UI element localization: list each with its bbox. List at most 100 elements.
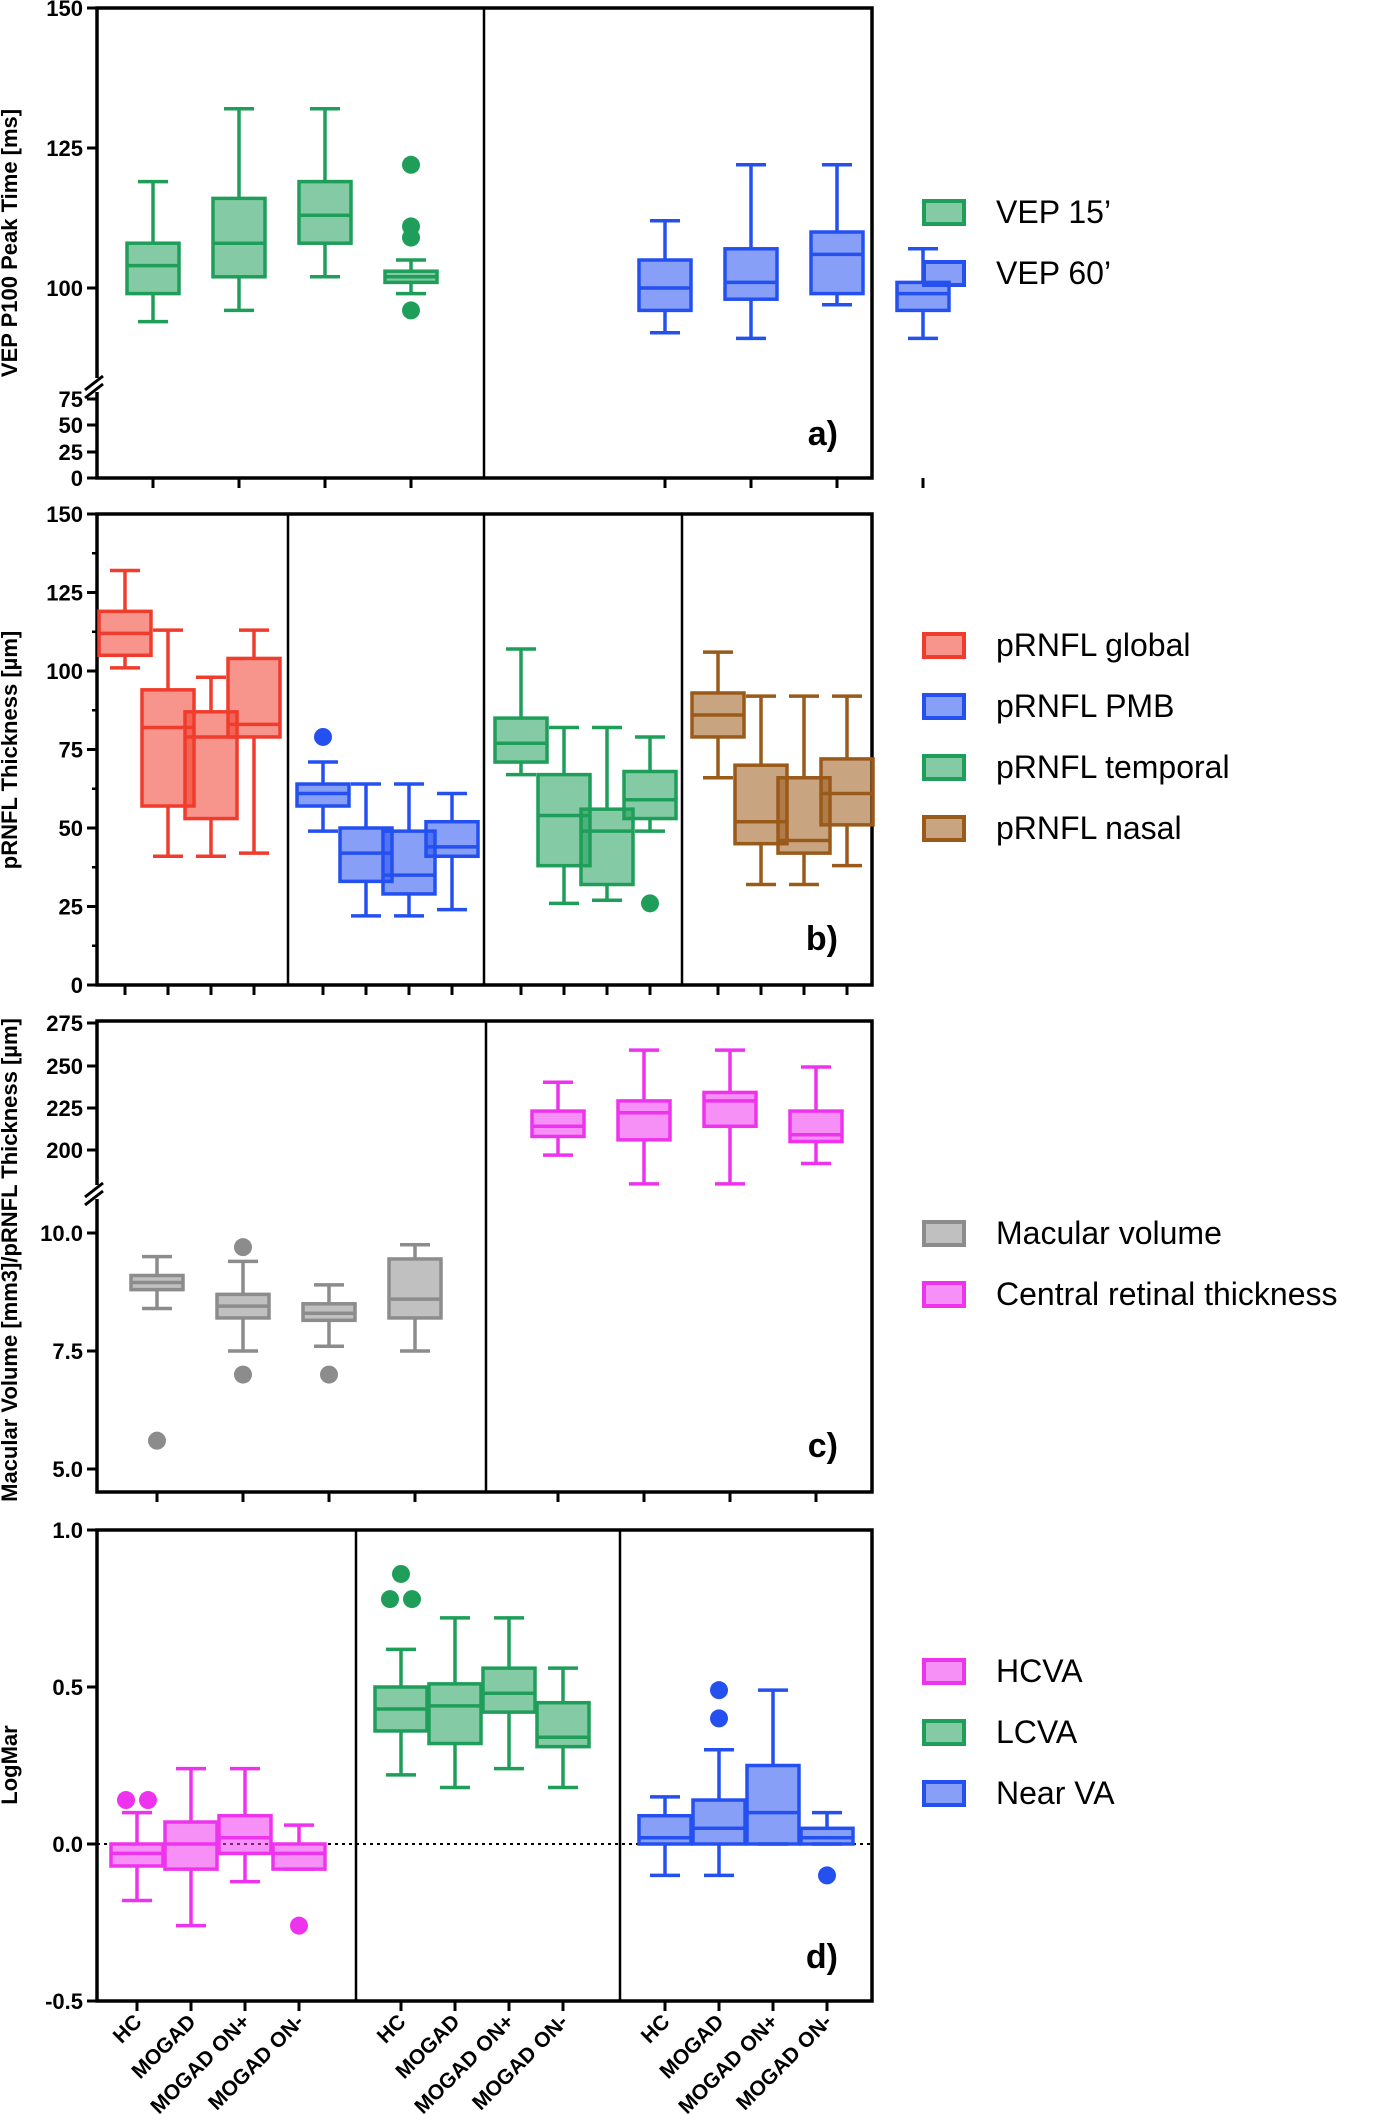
box-near-va-mogad-on-: [745, 1688, 801, 1846]
box-near-va-hc: [637, 1795, 693, 1878]
legend-label: Macular volume: [996, 1215, 1222, 1251]
box-vep-60--mogad-on-: [809, 163, 865, 307]
legend-item: Near VA: [922, 1763, 1115, 1824]
outlier-point: [234, 1238, 252, 1257]
y-tick-label: 125: [46, 581, 83, 606]
axis-break-gap: [85, 1185, 105, 1199]
y-tick-label: 225: [46, 1096, 83, 1121]
y-tick-label: 150: [46, 0, 83, 21]
legend-label: pRNFL nasal: [996, 810, 1182, 846]
panel-label: a): [808, 415, 838, 453]
y-tick-label: 75: [59, 738, 83, 763]
panel-frame: [95, 1528, 874, 2003]
box-macular-volume-hc: [129, 1254, 185, 1450]
box-iqr: [691, 1798, 747, 1846]
box-lcva-mogad-on-: [481, 1616, 537, 1771]
legend-panel-3: Macular volume Central retinal thickness: [922, 1203, 1337, 1325]
box-iqr: [637, 1813, 693, 1846]
box-near-va-mogad-on-: [799, 1810, 855, 1885]
legend-item: pRNFL temporal: [922, 737, 1230, 798]
box-lcva-mogad-on-: [535, 1666, 591, 1790]
outlier-point: [818, 1866, 836, 1885]
box-hcva-mogad: [163, 1766, 219, 1928]
box-iqr: [211, 196, 267, 279]
axis-break-mark: [84, 1181, 104, 1199]
legend-item: LCVA: [922, 1702, 1115, 1763]
y-tick-label: 0: [71, 466, 83, 491]
y-axis-title: VEP P100 Peak Time [ms]: [0, 109, 22, 377]
box-hcva-hc: [109, 1791, 165, 1903]
x-tick-label: MOGAD ON-: [732, 2010, 837, 2115]
legend-panel-4: HCVA LCVA Near VA: [922, 1641, 1115, 1824]
legend-label: HCVA: [996, 1653, 1083, 1689]
box-macular-volume-mogad-on-: [387, 1243, 443, 1353]
box-iqr: [788, 1109, 844, 1144]
legend-label: Near VA: [996, 1775, 1115, 1811]
box-central-retinal-thickness-mogad-on-: [702, 1048, 758, 1186]
legend-label: VEP 15’: [996, 194, 1112, 230]
box-macular-volume-mogad: [215, 1238, 271, 1384]
y-tick-label: 50: [59, 413, 83, 438]
y-tick-label: 5.0: [52, 1457, 83, 1482]
box-iqr: [387, 1257, 443, 1320]
y-tick-label: 1.0: [52, 1518, 83, 1543]
y-tick-label: 100: [46, 659, 83, 684]
box-iqr: [622, 769, 678, 821]
box-vep-15--mogad-on-: [297, 107, 353, 279]
outlier-point: [392, 1564, 410, 1583]
outlier-point: [139, 1791, 157, 1810]
outlier-point: [402, 301, 420, 320]
legend-label: pRNFL temporal: [996, 749, 1230, 785]
outlier-point: [320, 1365, 338, 1384]
box-lcva-mogad: [427, 1616, 483, 1790]
box-vep-60--mogad: [723, 163, 779, 341]
box-iqr: [809, 230, 865, 296]
legend-item: HCVA: [922, 1641, 1115, 1702]
x-tick-label: MOGAD ON-: [468, 2010, 573, 2115]
legend-swatch: [922, 754, 966, 781]
y-tick-label: 250: [46, 1054, 83, 1079]
y-tick-label: 200: [46, 1138, 83, 1163]
outlier-point: [402, 155, 420, 174]
box-iqr: [579, 807, 635, 887]
panel-label: b): [806, 920, 838, 958]
y-tick-label: -0.5: [45, 1989, 83, 2014]
box-prnfl-nasal-mogad-on-: [819, 694, 875, 868]
y-tick-label: 25: [59, 440, 83, 465]
box-vep-15--mogad-on-: [383, 155, 439, 320]
box-iqr: [745, 1763, 801, 1846]
y-axis-title: LogMar: [0, 1725, 22, 1805]
outlier-point: [710, 1709, 728, 1728]
legend-swatch: [922, 815, 966, 842]
legend-label: pRNFL PMB: [996, 688, 1175, 724]
legend-item: VEP 60’: [922, 243, 1111, 304]
box-iqr: [427, 1682, 483, 1746]
y-tick-label: 50: [59, 816, 83, 841]
box-iqr: [637, 258, 693, 313]
box-prnfl-temporal-mogad-on-: [579, 725, 635, 902]
box-prnfl-pmb-hc: [295, 727, 351, 833]
box-prnfl-global-hc: [97, 568, 153, 670]
outlier-point: [314, 727, 332, 746]
legend-swatch: [922, 632, 966, 659]
box-iqr: [702, 1090, 758, 1129]
box-prnfl-global-mogad-on-: [226, 628, 282, 855]
legend-swatch: [922, 1658, 966, 1685]
outlier-point: [710, 1681, 728, 1700]
outlier-point: [117, 1791, 135, 1810]
outlier-point: [148, 1431, 166, 1450]
legend-item: Central retinal thickness: [922, 1264, 1337, 1325]
legend-item: Macular volume: [922, 1203, 1337, 1264]
y-tick-label: 0.0: [52, 1832, 83, 1857]
panel-label: c): [808, 1427, 838, 1465]
legend-item: VEP 15’: [922, 182, 1111, 243]
legend-swatch: [922, 693, 966, 720]
legend-panel-2: pRNFL global pRNFL PMB pRNFL temporal pRNFL…: [922, 615, 1230, 859]
box-iqr: [723, 247, 779, 301]
outlier-point: [290, 1916, 308, 1935]
y-tick-label: 25: [59, 895, 83, 920]
box-macular-volume-mogad-on-: [301, 1283, 357, 1384]
legend-item: pRNFL nasal: [922, 798, 1230, 859]
box-prnfl-temporal-mogad-on-: [622, 735, 678, 913]
legend-swatch: [922, 1780, 966, 1807]
